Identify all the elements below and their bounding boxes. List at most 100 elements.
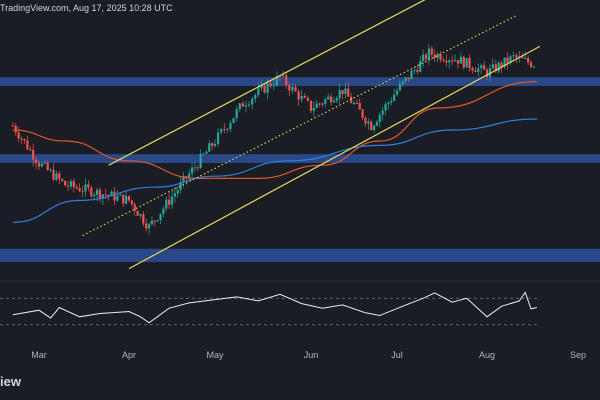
candle-body (294, 86, 297, 92)
candle-body (445, 60, 448, 63)
candle-body (427, 48, 431, 60)
candle-body (156, 220, 159, 222)
candle-body (436, 53, 439, 58)
candle-body (430, 48, 433, 55)
candle-body (367, 121, 370, 124)
candle-body (272, 85, 275, 87)
candle-body (358, 103, 361, 110)
candle-body (278, 76, 282, 78)
candle-body (524, 58, 527, 60)
candle-body (318, 103, 321, 105)
candle-body (419, 60, 422, 72)
candle-body (26, 140, 29, 150)
candle-body (208, 143, 211, 152)
candle-body (226, 128, 229, 130)
candle-body (303, 95, 306, 98)
candle-body (494, 64, 497, 72)
candle-body (136, 210, 139, 216)
candle-body (497, 62, 500, 72)
candle-body (471, 67, 474, 71)
candle-body (170, 196, 174, 205)
candle-body (364, 117, 367, 124)
candle-body (297, 91, 300, 100)
candle-body (401, 81, 404, 84)
candle-body (107, 195, 110, 197)
candle-body (223, 129, 226, 131)
moving-average-fast-line (12, 81, 537, 180)
candle-body (84, 184, 87, 192)
x-tick-label: Jun (304, 350, 319, 360)
x-tick-label: Jul (391, 350, 403, 360)
brand-logo-text: iew (0, 374, 21, 389)
candle-body (503, 57, 506, 67)
candle-body (532, 66, 536, 68)
candle-body (260, 85, 263, 89)
candle-body (211, 143, 214, 146)
candle-body (395, 90, 399, 95)
candle-body (321, 103, 324, 105)
candle-body (150, 220, 154, 225)
candle-body (104, 194, 107, 196)
candle-body (361, 109, 364, 118)
candle-body (378, 114, 381, 123)
candle-body (113, 191, 116, 201)
middle-zone (0, 154, 600, 163)
candle-body (64, 180, 67, 186)
candle-body (232, 117, 235, 123)
candle-body (509, 56, 512, 63)
candle-body (404, 77, 407, 82)
candle-body (355, 103, 358, 105)
channel-upper-line (108, 0, 426, 166)
candle-body (220, 129, 223, 133)
candle-body (338, 90, 341, 99)
candle-body (482, 65, 486, 70)
candle-body (190, 167, 194, 174)
candle-body (61, 178, 64, 181)
candle-body (413, 70, 416, 72)
x-tick-label: Aug (479, 350, 495, 360)
candle-body (124, 196, 128, 204)
candle-body (55, 173, 58, 180)
candle-body (43, 162, 46, 164)
candle-body (173, 193, 176, 197)
candle-body (335, 98, 338, 101)
candle-body (241, 103, 244, 107)
candle-body (453, 60, 457, 62)
candle-body (456, 60, 460, 64)
candle-body (147, 224, 151, 229)
chart-source-label: TradingView.com, Aug 17, 2025 10:28 UTC (0, 3, 173, 13)
candle-body (145, 223, 148, 229)
candle-body (165, 199, 168, 209)
candle-body (410, 70, 413, 80)
candle-body (288, 85, 291, 91)
rsi-line (12, 291, 538, 324)
candle-body (306, 97, 310, 101)
x-tick-label: May (206, 350, 224, 360)
candle-body (81, 191, 84, 193)
x-tick-label: Apr (122, 350, 136, 360)
candle-body (381, 110, 384, 115)
candle-body (263, 85, 266, 93)
candle-body (422, 54, 425, 61)
candle-body (462, 56, 465, 68)
x-axis-layer: Mar Apr May Jun Jul Aug Sep (31, 350, 586, 360)
candle-body (375, 122, 379, 126)
candle-body (341, 90, 344, 95)
rsi-layer (0, 280, 600, 326)
candle-body (312, 108, 315, 111)
candle-body (116, 195, 119, 201)
candle-body (448, 60, 451, 63)
candle-body (153, 220, 156, 222)
candle-body (515, 55, 518, 58)
candle-body (254, 94, 257, 99)
moving-average-slow-line (12, 118, 537, 223)
candle-body (398, 83, 402, 91)
candle-body (393, 94, 396, 101)
candle-body (52, 169, 55, 180)
candles-layer (11, 43, 536, 235)
candle-body (32, 149, 35, 160)
candle-body (315, 103, 318, 109)
candle-body (474, 70, 477, 73)
candle-body (20, 138, 23, 140)
